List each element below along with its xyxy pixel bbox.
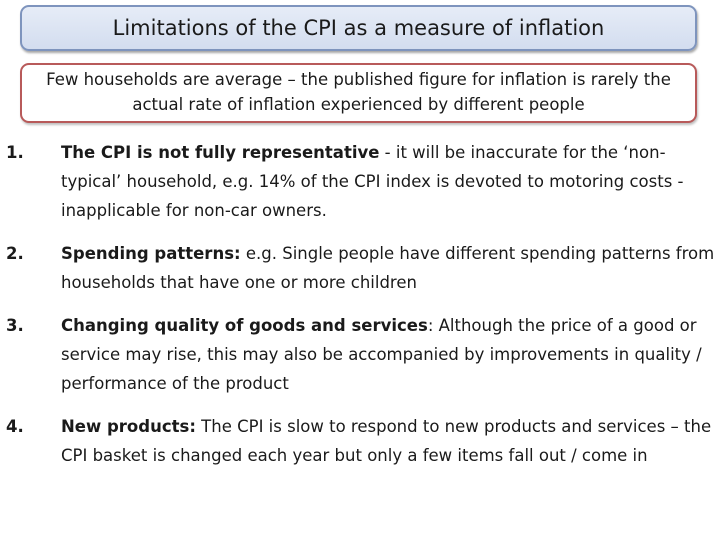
limitations-list: 1. The CPI is not fully representative -… [0,138,716,484]
item-heading: The CPI is not fully representative [61,143,380,162]
item-body: The CPI is slow to respond to new produc… [61,417,712,465]
callout-text: Few households are average – the publish… [46,70,671,114]
list-item: 1. The CPI is not fully representative -… [0,138,716,225]
item-number: 2. [6,244,24,263]
item-number: 3. [6,316,24,335]
item-heading: Spending patterns: [61,244,241,263]
callout-box: Few households are average – the publish… [20,63,697,123]
item-heading: Changing quality of goods and services [61,316,428,335]
item-number: 1. [6,143,24,162]
slide-title: Limitations of the CPI as a measure of i… [112,16,605,40]
list-item: 4. New products: The CPI is slow to resp… [0,412,716,470]
item-heading: New products: [61,417,196,436]
item-body: e.g. Single people have different spendi… [61,244,715,292]
item-body: - it will be inaccurate for the ‘non-typ… [61,143,684,220]
item-body: : Although the price of a good or servic… [61,316,702,393]
list-item: 3. Changing quality of goods and service… [0,311,716,398]
item-number: 4. [6,417,24,436]
title-box: Limitations of the CPI as a measure of i… [20,5,697,51]
list-item: 2. Spending patterns: e.g. Single people… [0,239,716,297]
